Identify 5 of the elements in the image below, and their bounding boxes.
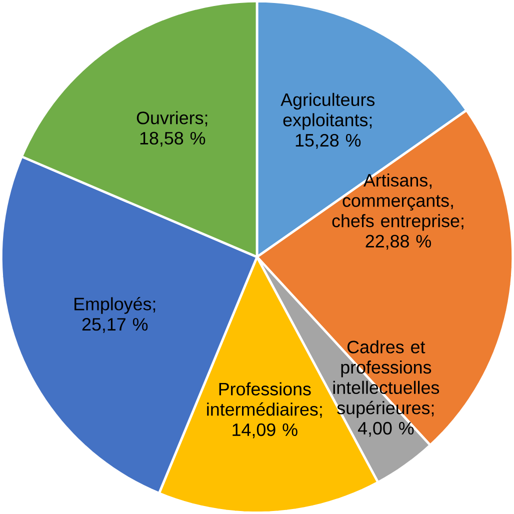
slice-label: Ouvriers; 18,58 % <box>136 111 208 147</box>
slice-label: Artisans, commerçants, chefs entreprise; 22,88 % <box>332 174 464 250</box>
slice-label: Agriculteurs exploitants; 15,28 % <box>280 92 375 149</box>
slice-label: Employés; 25,17 % <box>74 297 156 333</box>
slice-label: Professions intermédiaires; 14,09 % <box>207 382 322 438</box>
